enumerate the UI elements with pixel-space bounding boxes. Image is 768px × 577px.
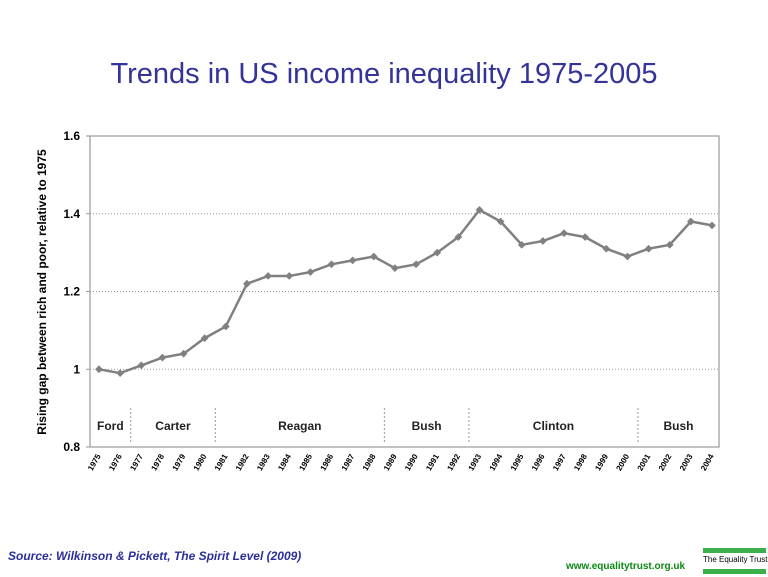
x-tick-label: 1976 — [107, 452, 124, 472]
data-point — [623, 252, 632, 261]
data-point — [644, 244, 653, 253]
y-tick-label: 1.4 — [63, 207, 80, 221]
x-tick-label: 1980 — [192, 452, 209, 472]
data-point — [369, 252, 378, 261]
data-point — [200, 334, 209, 343]
x-tick-label: 1981 — [213, 452, 230, 472]
data-point — [517, 240, 526, 249]
gridlines — [90, 213, 719, 370]
data-point — [95, 365, 103, 374]
data-point — [496, 217, 505, 226]
x-tick-label: 2001 — [636, 452, 653, 472]
x-tick-label: 1989 — [382, 452, 399, 472]
data-point — [686, 217, 695, 226]
data-point — [538, 237, 547, 245]
data-point — [116, 369, 125, 378]
x-tick-label: 1984 — [276, 452, 293, 472]
y-tick-label: 1 — [73, 362, 80, 376]
data-point — [412, 260, 421, 269]
x-tick-label: 1988 — [361, 452, 378, 472]
data-point — [433, 248, 442, 257]
y-tick-label: 0.8 — [63, 440, 80, 454]
data-point — [390, 264, 399, 273]
x-tick-label: 1985 — [297, 452, 314, 472]
x-tick-label: 1977 — [128, 452, 145, 472]
x-tick-label: 1986 — [319, 452, 336, 472]
x-tick-label: 1999 — [593, 452, 610, 472]
x-tick-label: 1997 — [551, 452, 568, 472]
website-link[interactable]: www.equalitytrust.org.uk — [566, 561, 686, 572]
era-label: Bush — [664, 419, 694, 433]
era-label: Bush — [412, 419, 442, 433]
era-label: Reagan — [278, 419, 321, 433]
x-tick-label: 1982 — [234, 452, 251, 472]
x-tick-label: 1987 — [340, 452, 357, 472]
y-axis-label: Rising gap between rich and poor, relati… — [35, 149, 49, 435]
data-point — [306, 268, 315, 277]
data-point — [137, 361, 146, 370]
y-axis-ticks: 0.8 1 1.2 1.4 1.6 — [63, 129, 90, 454]
era-label: Carter — [155, 419, 191, 433]
y-tick-label: 1.2 — [63, 285, 80, 299]
data-point — [708, 221, 716, 230]
data-point — [243, 279, 251, 288]
x-tick-label: 1983 — [255, 452, 272, 472]
x-tick-label: 1994 — [488, 452, 505, 472]
data-point — [221, 322, 230, 331]
x-tick-label: 2003 — [678, 452, 695, 472]
data-series — [95, 205, 716, 378]
data-point — [560, 229, 568, 238]
data-point — [602, 244, 611, 253]
era-label: Clinton — [533, 419, 574, 433]
data-point — [454, 233, 463, 242]
x-tick-label: 1995 — [509, 452, 526, 472]
data-point — [581, 233, 590, 242]
series-line — [98, 208, 713, 375]
x-tick-label: 1975 — [86, 452, 103, 472]
x-tick-label: 1992 — [445, 452, 462, 472]
data-point — [179, 349, 188, 358]
data-point — [665, 240, 674, 249]
data-point — [475, 205, 484, 214]
x-axis-ticks: 1975 1976 1977 1978 1979 1980 1981 1982 1983 1984… — [86, 452, 716, 472]
x-tick-label: 1990 — [403, 452, 420, 472]
x-tick-label: 2002 — [657, 452, 674, 472]
x-tick-label: 1991 — [424, 452, 441, 472]
x-tick-label: 1978 — [149, 452, 166, 472]
chart-title: Trends in US income inequality 1975-2005 — [110, 58, 658, 90]
data-point — [348, 256, 357, 265]
era-label: Ford — [97, 419, 124, 433]
data-point — [264, 271, 273, 280]
era-annotations: Ford Carter Reagan Bush Clinton Bush — [97, 408, 694, 442]
x-tick-label: 1998 — [572, 452, 589, 472]
source-citation: Source: Wilkinson & Pickett, The Spirit … — [8, 549, 302, 563]
equality-trust-logo: The Equality Trust — [703, 548, 768, 576]
x-tick-label: 1993 — [467, 452, 484, 472]
y-tick-label: 1.6 — [63, 129, 80, 143]
x-tick-label: 2004 — [699, 452, 716, 472]
x-tick-label: 1996 — [530, 452, 547, 472]
data-point — [158, 353, 167, 362]
data-point — [285, 271, 294, 280]
x-tick-label: 1979 — [171, 452, 188, 472]
data-point — [327, 260, 336, 269]
logo-text: The Equality Trust — [703, 555, 768, 564]
x-tick-label: 2000 — [614, 452, 631, 472]
